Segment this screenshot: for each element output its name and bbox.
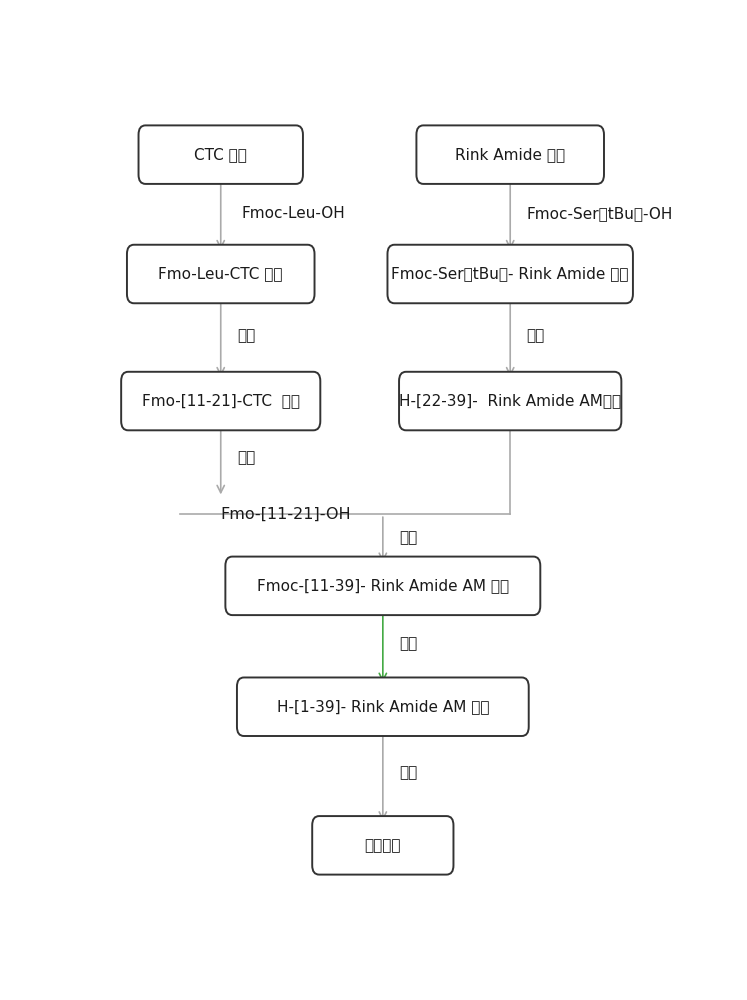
FancyBboxPatch shape [138, 125, 303, 184]
FancyBboxPatch shape [127, 245, 314, 303]
FancyBboxPatch shape [226, 557, 540, 615]
Text: Fmoc-[11-39]- Rink Amide AM 树脂: Fmoc-[11-39]- Rink Amide AM 树脂 [257, 578, 509, 593]
FancyBboxPatch shape [416, 125, 604, 184]
Text: CTC 树脂: CTC 树脂 [194, 147, 247, 162]
Text: 切割: 切割 [237, 450, 255, 465]
Text: 偶联: 偶联 [527, 328, 545, 343]
Text: Fmoc-Leu-OH: Fmoc-Leu-OH [241, 206, 345, 221]
FancyBboxPatch shape [121, 372, 320, 430]
FancyBboxPatch shape [237, 677, 529, 736]
FancyBboxPatch shape [399, 372, 622, 430]
Text: H-[1-39]- Rink Amide AM 树脂: H-[1-39]- Rink Amide AM 树脂 [276, 699, 489, 714]
Text: H-[22-39]-  Rink Amide AM树脂: H-[22-39]- Rink Amide AM树脂 [399, 394, 622, 409]
Text: Fmoc-Ser（tBu）- Rink Amide 树脂: Fmoc-Ser（tBu）- Rink Amide 树脂 [391, 266, 629, 282]
Text: Fmo-Leu-CTC 树脂: Fmo-Leu-CTC 树脂 [158, 266, 283, 282]
Text: Fmoc-Ser（tBu）-OH: Fmoc-Ser（tBu）-OH [527, 206, 673, 221]
Text: 偶联: 偶联 [399, 636, 418, 651]
FancyBboxPatch shape [312, 816, 453, 875]
FancyBboxPatch shape [388, 245, 633, 303]
Text: Fmo-[11-21]-CTC  树脂: Fmo-[11-21]-CTC 树脂 [142, 394, 300, 409]
Text: 切割: 切割 [399, 765, 418, 780]
Text: 偶联: 偶联 [237, 328, 255, 343]
Text: 偶联: 偶联 [399, 530, 418, 545]
Text: Fmo-[11-21]-OH: Fmo-[11-21]-OH [221, 507, 351, 522]
Text: Rink Amide 树脂: Rink Amide 树脂 [455, 147, 565, 162]
Text: 艾塞那肽: 艾塞那肽 [365, 838, 401, 853]
